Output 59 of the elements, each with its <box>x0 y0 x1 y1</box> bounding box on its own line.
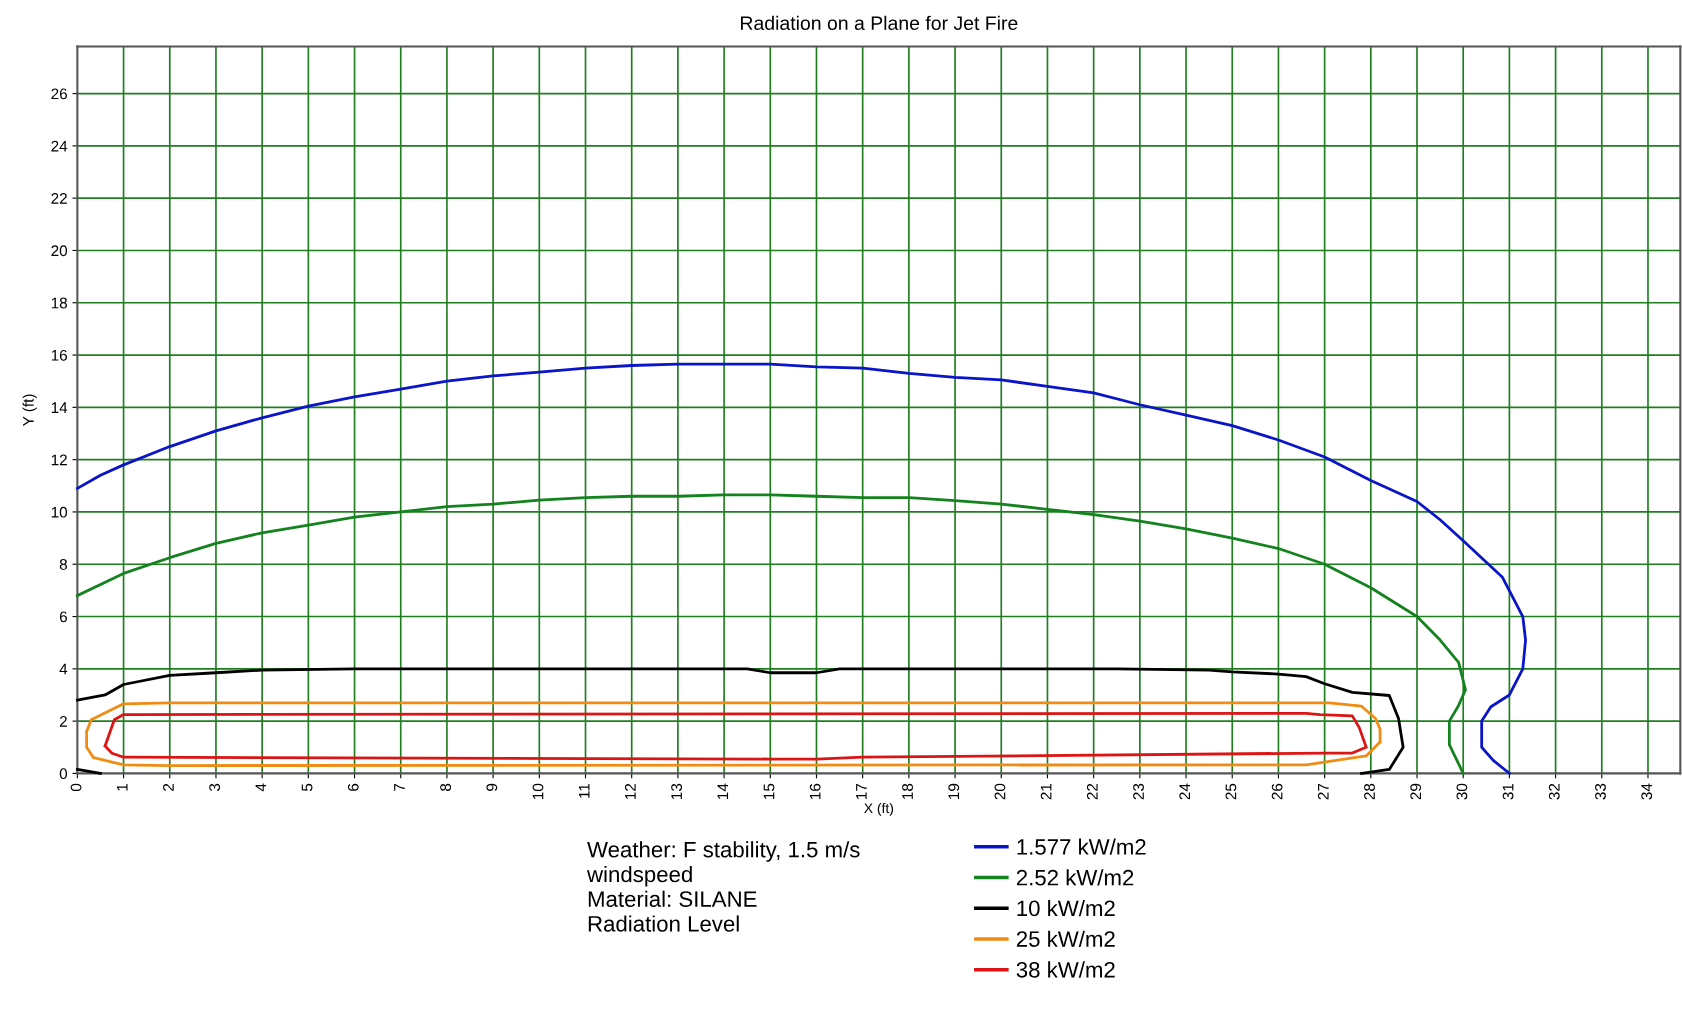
x-tick-label: 19 <box>948 783 960 799</box>
x-tick-label: 24 <box>1179 783 1190 800</box>
y-tick-label: 14 <box>51 402 68 413</box>
x-tick-label: 29 <box>1410 783 1422 800</box>
x-tick-label: 20 <box>994 783 1006 800</box>
y-tick-label: 6 <box>59 611 67 623</box>
x-tick-label: 13 <box>671 783 682 799</box>
x-tick-label: 8 <box>440 783 452 791</box>
x-tick-label: 34 <box>1641 783 1653 800</box>
y-tick-label: 24 <box>51 140 68 152</box>
y-tick-label: 18 <box>51 297 67 309</box>
x-tick-label: 18 <box>902 783 913 799</box>
x-tick-label: 7 <box>394 783 405 791</box>
y-tick-label: 12 <box>51 454 67 466</box>
x-tick-label: 3 <box>209 783 221 792</box>
y-tick-label: 0 <box>59 768 68 780</box>
y-tick-label: 22 <box>51 193 67 204</box>
legend-label: 25 kW/m2 <box>1016 930 1115 947</box>
x-tick-label: 21 <box>1040 783 1052 800</box>
x-tick-label: 10 <box>532 783 544 799</box>
y-tick-label: 16 <box>51 349 67 361</box>
x-tick-label: 11 <box>578 783 590 798</box>
y-tick-label: 10 <box>51 506 68 518</box>
x-tick-label: 5 <box>301 783 313 792</box>
line-series <box>75 362 1527 775</box>
x-tick-label: 31 <box>1502 783 1514 800</box>
x-axis-title: X (ft) <box>864 802 894 816</box>
x-tick-label: 2 <box>163 783 174 791</box>
chart-title: Radiation on a Plane for Jet Fire <box>741 15 1018 31</box>
x-tick-label: 25 <box>1225 783 1237 800</box>
y-axis-title: Y (ft) <box>22 394 37 427</box>
x-tick-label: 6 <box>347 783 359 791</box>
x-tick-label: 32 <box>1548 783 1560 800</box>
x-tick-label: 16 <box>809 783 821 799</box>
x-tick-label: 22 <box>1086 783 1098 800</box>
x-tick-label: 1 <box>117 783 128 791</box>
text: Weather: F stability, 1.5 m/s windspeed Material: SILANE Radiation Level <box>586 841 860 932</box>
y-tick-label: 26 <box>51 88 67 100</box>
x-tick-label: 4 <box>255 783 267 792</box>
legend-label: 2.52 kW/m2 <box>1016 869 1134 886</box>
y-tick-label: 20 <box>51 245 68 257</box>
x-tick-label: 23 <box>1133 783 1144 800</box>
x-tick-label: 17 <box>856 783 867 799</box>
x-tick-label: 26 <box>1271 783 1283 800</box>
x-tick-label: 33 <box>1595 783 1606 800</box>
x-tick-label: 0 <box>70 783 82 792</box>
x-tick-label: 28 <box>1364 783 1375 800</box>
y-tick-label: 4 <box>59 663 68 675</box>
x-tick-label: 30 <box>1456 783 1468 800</box>
legend-label: 38 kW/m2 <box>1016 961 1115 978</box>
x-tick-label: 9 <box>486 783 498 791</box>
legend-label: 1.577 kW/m2 <box>1017 838 1146 855</box>
legend-label: 10 kW/m2 <box>1017 899 1115 917</box>
x-tick-label: 15 <box>763 783 775 799</box>
y-tick-label: 8 <box>59 559 67 570</box>
x-tick-label: 14 <box>717 783 729 799</box>
x-tick-label: 27 <box>1317 783 1329 800</box>
y-tick-label: 2 <box>59 715 67 727</box>
x-tick-label: 12 <box>624 783 636 799</box>
